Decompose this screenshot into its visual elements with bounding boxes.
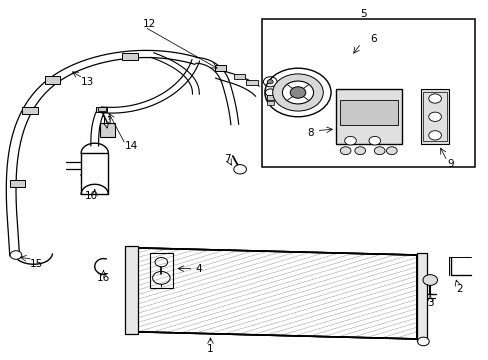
Bar (215, 65, 225, 71)
Bar (122, 53, 138, 60)
Circle shape (289, 87, 305, 98)
Bar (233, 74, 245, 79)
Circle shape (267, 80, 273, 84)
Bar (100, 123, 115, 137)
Bar (422, 92, 447, 141)
Circle shape (417, 337, 428, 346)
Text: 6: 6 (369, 34, 376, 44)
Bar (22, 107, 38, 114)
Text: 5: 5 (360, 9, 366, 18)
Bar (81, 153, 108, 194)
Circle shape (422, 275, 437, 285)
Text: 1: 1 (207, 343, 213, 354)
Text: 2: 2 (456, 284, 462, 294)
Bar (98, 107, 106, 111)
Circle shape (368, 136, 380, 145)
Text: 10: 10 (84, 191, 98, 201)
Circle shape (354, 147, 365, 155)
Bar (96, 108, 107, 112)
Text: 11: 11 (101, 116, 114, 126)
Text: 12: 12 (143, 18, 156, 28)
Text: 4: 4 (195, 264, 201, 274)
Bar (261, 19, 474, 167)
Bar (420, 89, 448, 144)
Text: 16: 16 (97, 273, 110, 283)
Text: 7: 7 (224, 154, 230, 163)
Text: 15: 15 (30, 259, 43, 269)
Bar (44, 76, 60, 84)
Circle shape (428, 94, 441, 103)
Text: 13: 13 (81, 77, 94, 87)
Bar (149, 253, 173, 288)
Text: 8: 8 (306, 128, 313, 138)
Circle shape (264, 68, 330, 117)
Text: 14: 14 (125, 141, 138, 152)
Circle shape (10, 251, 22, 259)
Circle shape (428, 131, 441, 140)
Bar (245, 80, 257, 85)
Bar (267, 95, 274, 100)
Bar (416, 253, 427, 341)
Circle shape (344, 136, 356, 145)
Bar (335, 89, 401, 144)
Circle shape (272, 74, 323, 111)
Bar (10, 180, 25, 187)
Circle shape (282, 81, 313, 104)
Polygon shape (136, 248, 416, 339)
Circle shape (373, 147, 384, 155)
Bar (339, 100, 397, 125)
Text: 9: 9 (447, 159, 453, 169)
Bar (125, 246, 137, 334)
Circle shape (428, 112, 441, 121)
Circle shape (386, 147, 396, 155)
Circle shape (233, 165, 246, 174)
Text: 3: 3 (426, 298, 433, 308)
Circle shape (340, 147, 350, 155)
Bar (267, 102, 274, 105)
